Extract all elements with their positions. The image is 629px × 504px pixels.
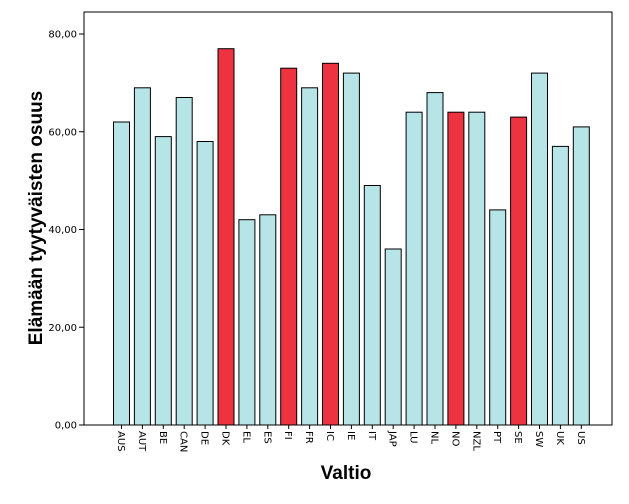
x-tick-label-dk: DK <box>220 431 231 446</box>
bar-el <box>238 219 256 426</box>
y-axis-title: Elämään tyytyväisten osuus <box>26 91 47 346</box>
x-tick-label-be: BE <box>157 431 168 444</box>
y-tick-label: 80,00 <box>48 30 77 41</box>
x-tick-label-fr: FR <box>303 431 314 444</box>
x-tick-label-it: IT <box>366 431 377 441</box>
bar-es <box>259 214 277 426</box>
x-axis-title: Valtio <box>321 463 372 484</box>
bar-can <box>175 97 193 426</box>
x-tick-label-no: NO <box>449 431 460 446</box>
y-tick-label: 0,00 <box>55 421 77 432</box>
bar-fr <box>301 87 319 426</box>
bar-be <box>154 136 172 426</box>
bar-lu <box>405 111 423 426</box>
x-tick-label-lu: LU <box>408 431 419 443</box>
bars-group <box>113 48 590 426</box>
x-axis: AUS AUT BE CAN DE DK EL ES FI FR IC IE IT JAP LU NL NO NZ… <box>115 425 586 452</box>
x-tick-label-de: DE <box>199 431 210 445</box>
bar-aut <box>133 87 151 426</box>
bar-uk <box>551 145 569 426</box>
bar-pt <box>489 209 507 426</box>
bar-se <box>510 116 528 426</box>
bar-nl <box>426 92 444 426</box>
x-tick-label-uk: UK <box>554 431 565 445</box>
bar-nzl <box>468 111 486 426</box>
x-tick-label-es: ES <box>261 431 272 444</box>
bar-de <box>196 141 214 426</box>
bar-sw <box>531 72 548 426</box>
bar-aus <box>113 121 130 426</box>
bar-us <box>572 126 590 426</box>
y-tick-label: 40,00 <box>48 225 77 236</box>
bar-it <box>363 185 381 426</box>
y-tick-label: 20,00 <box>48 323 77 334</box>
bar-fi <box>280 67 298 426</box>
bar-no <box>447 111 465 426</box>
x-tick-label-nl: NL <box>429 431 440 444</box>
x-tick-label-us: US <box>575 431 586 445</box>
bar-jap <box>384 248 402 426</box>
x-tick-label-sw: SW <box>533 431 544 447</box>
x-tick-label-fi: FI <box>282 431 293 440</box>
x-tick-label-se: SE <box>512 431 523 444</box>
y-tick-label: 60,00 <box>48 127 77 138</box>
x-tick-label-jap: JAP <box>387 430 398 447</box>
x-tick-label-ie: IE <box>345 431 356 440</box>
x-tick-label-aut: AUT <box>136 431 147 452</box>
bar-dk <box>217 48 235 426</box>
x-tick-label-can: CAN <box>178 431 189 452</box>
bar-ic <box>322 62 339 426</box>
x-tick-label-nzl: NZL <box>470 431 481 451</box>
x-tick-label-ic: IC <box>324 431 335 441</box>
y-axis: 0,00 20,00 40,00 60,00 80,00 <box>48 30 84 432</box>
bar-ie <box>342 72 360 426</box>
x-tick-label-el: EL <box>240 431 251 443</box>
x-tick-label-aus: AUS <box>115 431 126 452</box>
x-tick-label-pt: PT <box>491 431 502 444</box>
